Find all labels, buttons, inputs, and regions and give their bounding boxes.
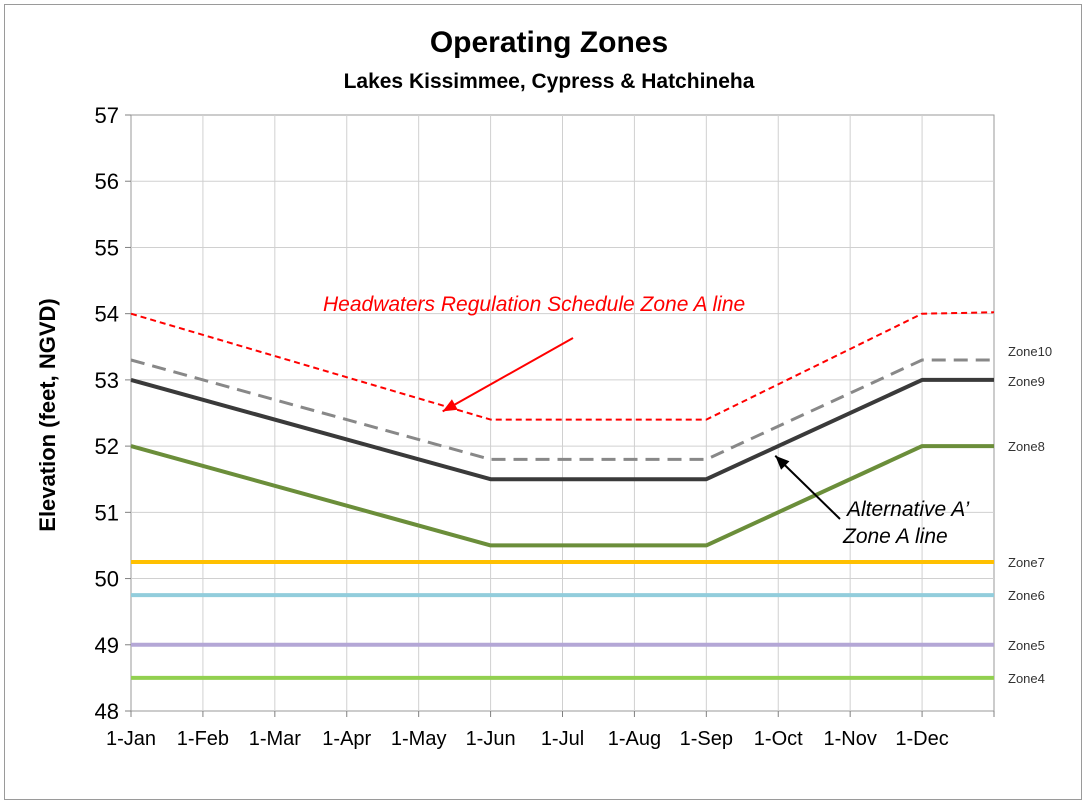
chart: Operating Zones Lakes Kissimmee, Cypress… <box>35 26 1052 750</box>
x-tick-label: 1-Jun <box>466 728 516 750</box>
annotations: Headwaters Regulation Schedule Zone A li… <box>323 293 969 548</box>
x-tick-label: 1-Apr <box>322 728 371 750</box>
zone-label-zone4: Zone4 <box>1008 671 1045 686</box>
annotation-alt-arrow-head <box>775 455 790 470</box>
y-tick-label: 57 <box>95 103 119 128</box>
y-tick-label: 56 <box>95 169 119 194</box>
annotation-alt-arrow-shaft <box>774 455 841 520</box>
series-line-zone8 <box>130 444 994 548</box>
zone-label-zone10: Zone10 <box>1008 344 1052 359</box>
x-tick-label: 1-Jul <box>541 728 584 750</box>
annotation-hrs-arrow-head <box>442 399 458 412</box>
x-tick-label: 1-Mar <box>249 728 302 750</box>
series-line-zone-a-line <box>130 311 995 421</box>
zone-label-zone9: Zone9 <box>1008 374 1045 389</box>
zone-label-zone5: Zone5 <box>1008 638 1045 653</box>
series-line-zone9 <box>130 377 994 482</box>
chart-subtitle: Lakes Kissimmee, Cypress & Hatchineha <box>344 70 755 93</box>
y-tick-label: 49 <box>95 633 119 658</box>
x-tick-label: 1-Sep <box>680 728 733 750</box>
x-tick-label: 1-Aug <box>608 728 661 750</box>
zone-labels: Zone10 Zone9 Zone8 Zone7 Zone6 Zone5 Zone4 <box>1008 344 1052 686</box>
y-tick-label: 50 <box>95 567 119 592</box>
zone-label-zone7: Zone7 <box>1008 555 1045 570</box>
annotation-alt-label-line: Alternative A’ <box>845 498 969 521</box>
annotation-hrs-arrow-shaft <box>442 337 574 413</box>
x-tick-label: 1-Jan <box>106 728 156 750</box>
y-tick-label: 54 <box>95 302 119 327</box>
x-tick-label: 1-Oct <box>754 728 803 750</box>
x-tick-label: 1-Dec <box>895 728 948 750</box>
x-tick-label: 1-Feb <box>177 728 229 750</box>
zone-label-zone6: Zone6 <box>1008 588 1045 603</box>
y-tick-label: 52 <box>95 434 119 459</box>
series-line-zone10 <box>130 358 994 461</box>
y-tick-label: 53 <box>95 368 119 393</box>
zone-label-zone8: Zone8 <box>1008 439 1045 454</box>
y-axis-label: Elevation (feet, NGVD) <box>35 298 60 531</box>
series-group <box>130 311 995 680</box>
annotation-alt-label-line: Zone A line <box>842 525 948 548</box>
y-tick-label: 48 <box>95 699 119 724</box>
annotation-hrs-label: Headwaters Regulation Schedule Zone A li… <box>323 293 745 316</box>
chart-frame: Operating Zones Lakes Kissimmee, Cypress… <box>4 4 1082 800</box>
chart-title: Operating Zones <box>430 26 668 59</box>
x-tick-label: 1-Nov <box>823 728 876 750</box>
x-tick-label: 1-May <box>391 728 447 750</box>
x-axis: 1-Jan 1-Feb 1-Mar 1-Apr 1-May 1-Jun 1-Jul 1-Aug… <box>106 711 995 750</box>
y-tick-label: 55 <box>95 235 119 260</box>
y-tick-label: 51 <box>95 500 119 525</box>
y-axis: 48 49 50 51 52 53 54 55 56 57 <box>95 103 131 724</box>
